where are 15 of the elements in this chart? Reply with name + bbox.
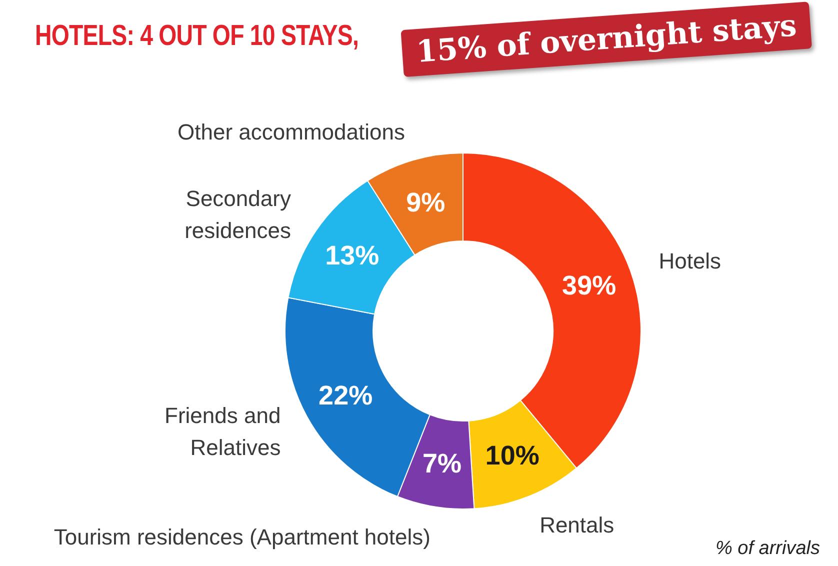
slice-label: Friends and Relatives [164, 403, 281, 460]
text: % of arrivals [715, 538, 820, 560]
data-label: 9% [406, 187, 446, 218]
data-label: 7% [422, 448, 462, 478]
data-label: 10% [485, 440, 540, 471]
slice-label: Rentals [540, 512, 614, 538]
slice-label: Tourism residences (Apartment hotels) [54, 524, 430, 550]
data-label: 39% [562, 270, 616, 301]
data-label: 22% [318, 380, 373, 411]
slice-label: Secondary residences [184, 186, 291, 244]
chart-title: HOTELS: 4 OUT OF 10 STAYS, [35, 20, 358, 53]
chart-subtitle: 15% of overnight stays [400, 2, 812, 77]
slice-label: Other accommodations [178, 119, 405, 144]
slice-label: Hotels [658, 248, 722, 274]
data-label: 13% [325, 240, 380, 271]
